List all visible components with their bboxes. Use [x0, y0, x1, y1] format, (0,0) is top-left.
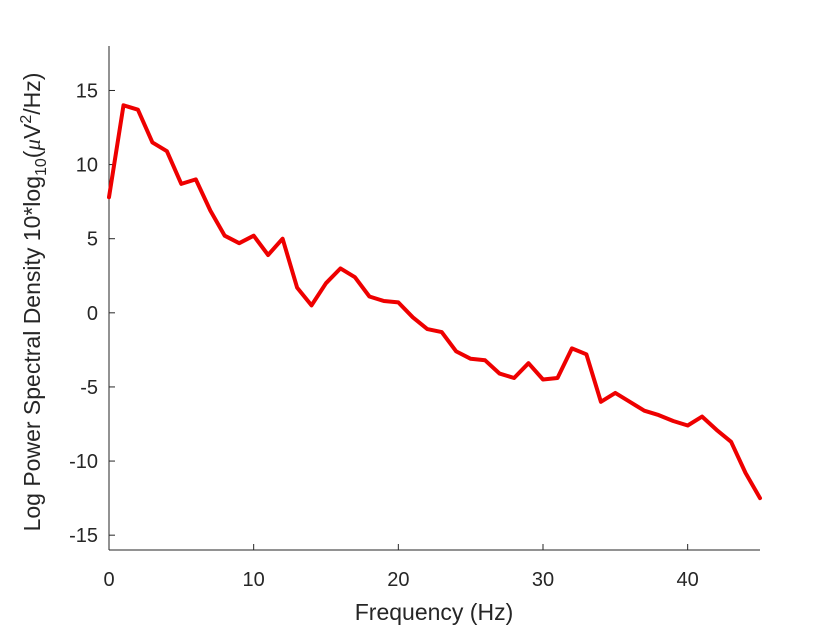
y-axis-label-prefix: Log Power Spectral Density 10*log [19, 176, 45, 531]
x-tick-label: 10 [243, 569, 265, 591]
x-tick-label: 20 [387, 569, 409, 591]
plot-area [107, 103, 762, 501]
x-tick-label: 40 [677, 569, 699, 591]
y-axis-label-mu: μ [20, 139, 45, 152]
y-tick-label: 5 [87, 229, 98, 251]
y-tick-label: -10 [69, 451, 98, 473]
y-ticks: -15 -10 -5 0 5 10 15 [69, 80, 115, 547]
x-ticks: 0 10 20 30 40 [103, 544, 699, 591]
y-tick-label: 15 [76, 80, 98, 102]
y-axis-label-log-subscript: 10 [33, 158, 50, 176]
y-tick-label: 10 [76, 155, 98, 177]
x-axis-label: Frequency (Hz) [355, 599, 513, 625]
y-axis-label-paren: ( [19, 150, 45, 158]
y-axis-label-unit-superscript: 2 [18, 115, 35, 124]
y-axis-label-unit-tail: /Hz) [19, 73, 45, 115]
y-tick-label: -15 [69, 525, 98, 547]
y-axis-label: Log Power Spectral Density 10*log10(μV2/… [18, 73, 50, 532]
y-tick-label: -5 [80, 377, 98, 399]
y-axis-label-unit: V [19, 123, 45, 139]
psd-series-line [107, 103, 762, 501]
x-tick-label: 0 [103, 569, 114, 591]
x-tick-label: 30 [532, 569, 554, 591]
y-tick-label: 0 [87, 303, 98, 325]
axes: 0 10 20 30 40 -15 -10 -5 0 5 10 15 [69, 46, 760, 591]
